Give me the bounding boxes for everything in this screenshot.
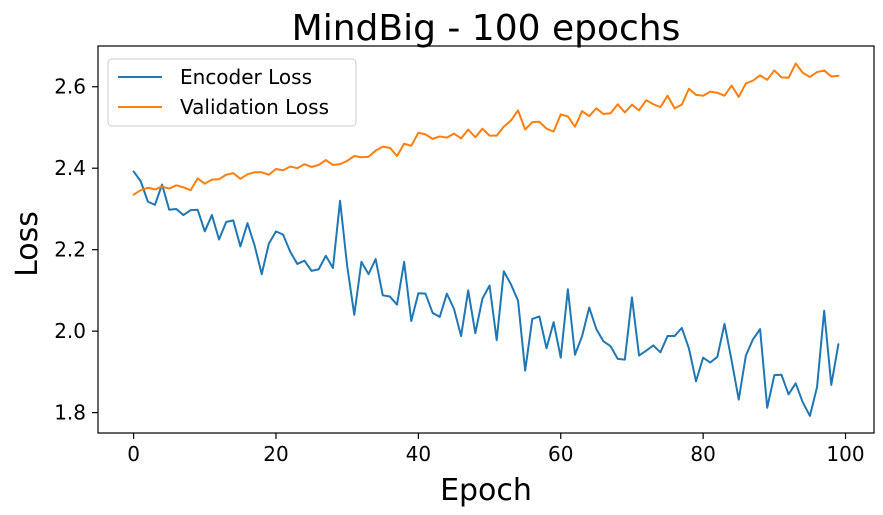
y-tick-label: 1.8 bbox=[54, 401, 86, 425]
legend-box bbox=[107, 58, 357, 127]
x-axis-title: Epoch bbox=[440, 473, 532, 508]
axes-frame bbox=[97, 45, 875, 434]
series-line-validation-loss bbox=[132, 62, 840, 196]
x-tick-label: 60 bbox=[548, 442, 573, 466]
y-axis-ticks: 1.8 2.0 2.2 2.4 2.6 bbox=[54, 75, 98, 425]
y-tick-label: 2.6 bbox=[54, 75, 86, 99]
legend-label-encoder-loss: Encoder Loss bbox=[180, 65, 312, 89]
y-tick-label: 2.4 bbox=[54, 156, 86, 180]
chart-title: MindBig - 100 epochs bbox=[292, 8, 681, 49]
legend: Encoder Loss Validation Loss bbox=[107, 58, 357, 127]
y-tick-label: 2.0 bbox=[54, 319, 86, 343]
y-tick-label: 2.2 bbox=[54, 238, 86, 262]
x-tick-label: 0 bbox=[127, 442, 140, 466]
x-tick-label: 20 bbox=[263, 442, 288, 466]
series-line-encoder-loss bbox=[132, 170, 840, 417]
plot-area bbox=[132, 62, 840, 417]
y-axis-title: Loss bbox=[10, 211, 45, 277]
x-tick-label: 100 bbox=[826, 442, 864, 466]
x-tick-label: 40 bbox=[406, 442, 431, 466]
legend-label-validation-loss: Validation Loss bbox=[180, 95, 329, 119]
x-tick-label: 80 bbox=[690, 442, 715, 466]
x-axis-ticks: 0 20 40 60 80 100 bbox=[127, 433, 865, 466]
